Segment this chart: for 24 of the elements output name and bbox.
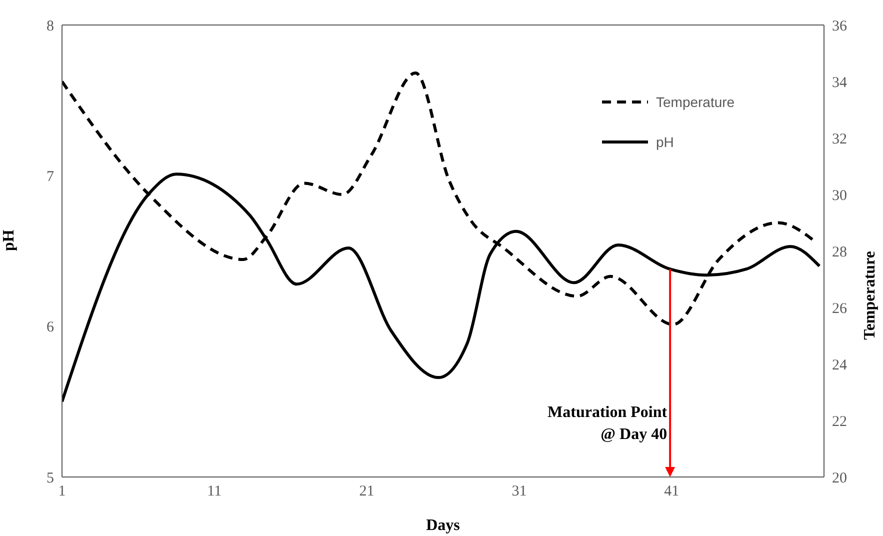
x-axis-title: Days <box>426 517 460 534</box>
y2-tick-label: 34 <box>832 74 848 91</box>
legend-label: Temperature <box>656 94 735 110</box>
legend-label: pH <box>656 134 674 150</box>
y2-tick-label: 28 <box>832 244 847 260</box>
y2-tick-label: 32 <box>832 131 847 148</box>
y2-tick-label: 36 <box>832 18 848 34</box>
y2-tick-label: 22 <box>832 414 847 430</box>
x-tick-label: 1 <box>58 484 66 500</box>
y-axis-title: pH <box>0 229 18 251</box>
y-tick-label: 5 <box>46 470 54 486</box>
y2-tick-label: 24 <box>832 357 848 374</box>
y2-axis-title: Temperature <box>862 251 879 340</box>
y2-tick-label: 30 <box>832 188 847 204</box>
y2-tick-label: 20 <box>832 470 847 486</box>
x-tick-label: 41 <box>664 484 680 500</box>
y2-tick-label: 26 <box>832 300 848 317</box>
x-tick-label: 11 <box>207 484 222 500</box>
y-tick-label: 6 <box>46 320 54 336</box>
x-tick-label: 31 <box>512 484 527 500</box>
y-tick-label: 8 <box>46 18 54 34</box>
ref-line-label: Maturation Point @ Day 40 <box>548 404 668 443</box>
y-tick-label: 7 <box>46 168 54 185</box>
x-tick-label: 21 <box>359 484 374 500</box>
